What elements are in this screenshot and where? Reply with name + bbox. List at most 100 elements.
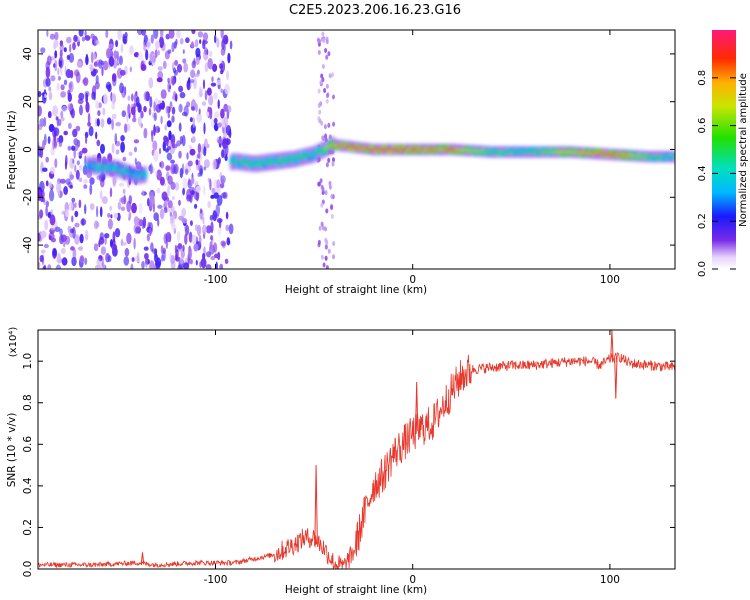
spectrogram-speckle [45, 156, 49, 163]
spectrogram-speckle [113, 212, 119, 219]
spectrogram-speckle [61, 257, 68, 266]
spectrogram-speckle [120, 196, 127, 205]
spectrogram-speckle [101, 66, 104, 77]
spectrogram-speckle [66, 36, 72, 44]
spectrogram-speckle [330, 204, 334, 210]
spectrogram-speckle [199, 165, 204, 175]
spectrogram-speckle [54, 59, 58, 72]
spectrogram-speckle [99, 206, 103, 218]
spectrogram-speckle [183, 262, 190, 269]
spectrogram-speckle [46, 55, 52, 66]
spectrogram-speckle [79, 255, 85, 264]
spectrogram-speckle [119, 82, 124, 94]
spectrogram-speckle [324, 190, 328, 196]
spectrogram-speckle [149, 163, 153, 175]
spectrogram-speckle [45, 205, 48, 217]
spectrogram-speckle [189, 148, 196, 156]
spectrogram-speckle [43, 264, 47, 269]
spectrogram-speckle [89, 183, 93, 196]
spectrogram-speckle [111, 143, 115, 154]
spectrogram-speckle [319, 178, 323, 184]
spectrogram-speckle [188, 247, 193, 259]
spectrogram-speckle [100, 143, 105, 154]
spectrogram-speckle [137, 30, 143, 36]
spectrogram-speckle [229, 40, 233, 50]
spectrogram-speckle [57, 68, 60, 76]
spectrogram-speckle [115, 149, 120, 155]
spectrogram-speckle [167, 49, 172, 54]
spectrogram-speckle [130, 263, 134, 269]
spectrogram-speckle [71, 145, 76, 151]
spectrogram-speckle [202, 32, 209, 41]
spectrogram-speckle [101, 196, 108, 205]
spectrogram-speckle [74, 234, 80, 245]
spectrogram-speckle [185, 37, 190, 44]
spectrogram-speckle [171, 77, 175, 86]
spectrogram-speckle [52, 105, 59, 117]
spectrogram-speckle [181, 134, 186, 147]
spectrogram-speckle [41, 190, 45, 199]
spectrogram-speckle [72, 158, 75, 164]
spectrogram-speckle [138, 116, 142, 127]
spectrogram-speckle [100, 118, 105, 128]
spectrogram-speckle [101, 256, 104, 268]
spectrogram-speckle [317, 181, 321, 187]
spectrogram-speckle [171, 115, 175, 123]
spectrogram-speckle [225, 138, 231, 145]
spectrogram-speckle [135, 96, 140, 107]
spectrogram-speckle [74, 164, 77, 173]
spectrogram-speckle [68, 82, 73, 90]
spectrogram-speckle [120, 135, 125, 142]
spectrogram-speckle [174, 182, 180, 191]
spectrogram-ytick-label: 0 [22, 146, 34, 153]
spectrogram-speckle [149, 260, 155, 269]
spectrogram-speckle [203, 166, 207, 171]
spectrogram-speckle [59, 43, 65, 52]
spectrogram-speckle [140, 64, 147, 71]
spectrogram-speckle [169, 101, 173, 109]
spectrogram-speckle [128, 212, 132, 219]
spectrogram-speckle [55, 116, 58, 121]
spectrogram-speckle [145, 49, 149, 61]
spectrogram-image [38, 30, 675, 269]
spectrogram-speckle [163, 207, 168, 214]
spectrogram-speckle [97, 110, 101, 117]
spectrogram-speckle [111, 92, 116, 104]
spectrogram-speckle [40, 161, 44, 174]
colorbar-ticks: 0.0 0.2 0.4 0.6 0.8 [697, 70, 736, 277]
spectrogram-speckle [325, 240, 329, 245]
spectrogram-speckle [331, 161, 335, 167]
spectrogram-speckle [213, 123, 219, 132]
spectrogram-speckle [188, 77, 191, 84]
spectrogram-speckle [47, 264, 52, 269]
spectrogram-speckle [223, 132, 227, 138]
snr-spike [610, 330, 614, 359]
spectrogram-speckle [191, 60, 196, 69]
spectrogram-speckle [135, 226, 140, 234]
spectrogram-speckle [166, 120, 172, 128]
spectrogram-speckle [202, 253, 206, 260]
spectrogram-speckle [68, 122, 72, 129]
figure-title: C2E5.2023.206.16.23.G16 [289, 3, 461, 18]
spectrogram-speckle [164, 124, 167, 131]
spectrogram-speckle [320, 73, 324, 79]
spectrogram-speckle [324, 226, 328, 232]
spectrogram-speckle [219, 263, 224, 269]
spectrogram-speckle [87, 112, 91, 125]
spectrogram-speckle [165, 165, 171, 172]
spectrogram-speckle [182, 177, 188, 189]
spectrogram-speckle [76, 60, 83, 68]
spectrogram-speckle [47, 111, 52, 119]
spectrogram-speckle [219, 63, 224, 70]
spectrogram-speckle [140, 110, 144, 119]
spectrogram-speckle [104, 233, 110, 239]
spectrogram-speckle [113, 50, 118, 60]
spectrogram-speckle [178, 122, 182, 132]
spectrogram-speckle [167, 206, 173, 213]
spectrogram-speckle [44, 93, 47, 99]
spectrogram-speckle [220, 30, 224, 40]
spectrogram-speckle [205, 225, 212, 234]
spectrogram-speckle [93, 243, 99, 252]
spectrogram-speckle [111, 73, 117, 82]
spectrogram-speckle [70, 246, 75, 251]
